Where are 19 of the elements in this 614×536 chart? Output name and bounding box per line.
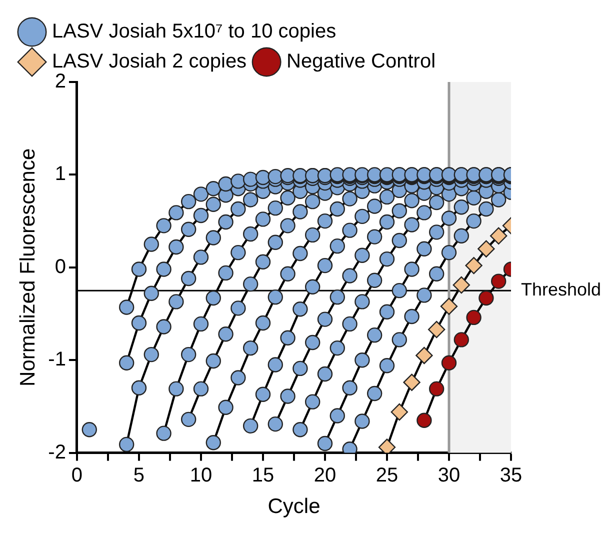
x-tick-label: 25 [376, 464, 398, 486]
legend-label: LASV Josiah 5x10⁷ to 10 copies [52, 20, 336, 43]
y-tick-label: 0 [54, 256, 66, 278]
x-axis-title: Cycle [268, 495, 320, 518]
x-tick-label: 30 [438, 464, 460, 486]
y-tick-label: -2 [48, 441, 66, 464]
y-tick-label: 2 [54, 70, 66, 93]
y-tick-label: 1 [54, 163, 66, 186]
x-tick-label: 20 [314, 464, 336, 486]
x-tick-label: 5 [133, 464, 145, 486]
legend-label: LASV Josiah 2 copies [52, 50, 247, 73]
x-tick-label: 10 [190, 464, 212, 486]
legend-label: Negative Control [286, 50, 436, 73]
x-tick-label: 35 [500, 464, 522, 486]
y-axis-title: Normalized Fluorescence [16, 148, 40, 386]
y-tick-label: -1 [48, 348, 66, 371]
ref-line-label: Threshold [521, 280, 602, 300]
x-tick-label: 15 [252, 464, 274, 486]
x-tick-label: 0 [71, 464, 83, 486]
